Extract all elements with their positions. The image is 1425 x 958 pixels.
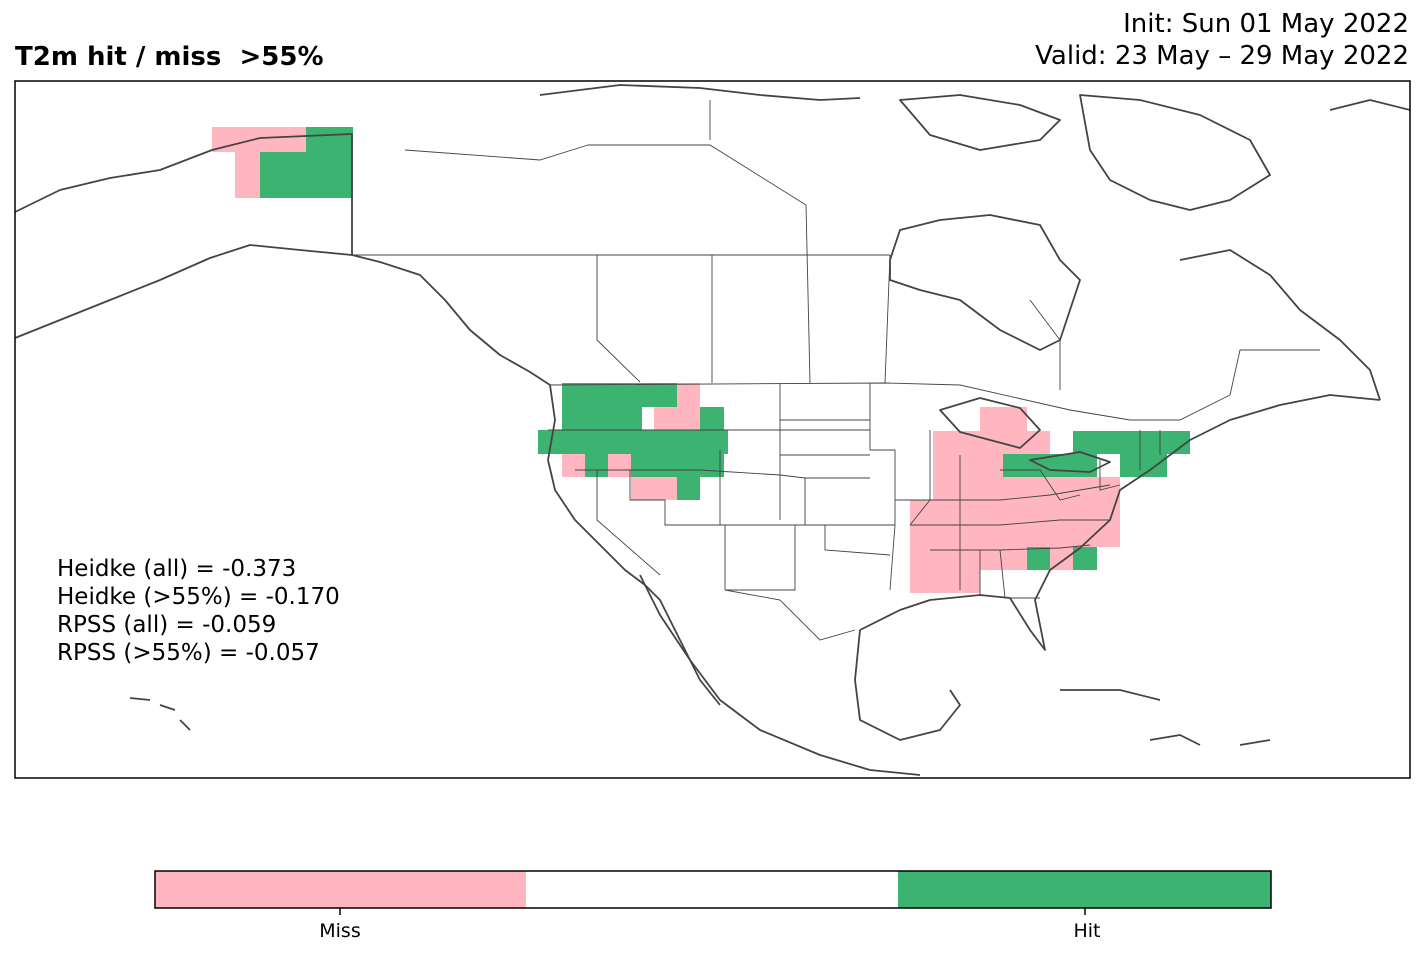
colorbar-neutral-segment [526,871,898,908]
init-date: Init: Sun 01 May 2022 [1123,9,1409,39]
hit-miss-cells [212,127,1190,593]
rpss-all: RPSS (all) = -0.059 [57,612,277,638]
colorbar-label-hit: Hit [1073,920,1101,942]
forecast-dates: Init: Sun 01 May 2022 Valid: 23 May – 29… [1035,8,1409,72]
colorbar-frame [154,870,1272,909]
heidke-55: Heidke (>55%) = -0.170 [57,584,340,610]
borders [352,100,1320,641]
valid-period: Valid: 23 May – 29 May 2022 [1035,41,1409,71]
colorbar-label-miss: Miss [319,920,361,942]
map-title: T2m hit / miss >55% [15,42,324,72]
colorbar-miss-segment [155,871,526,908]
colorbar-hit-segment [898,871,1271,908]
heidke-all: Heidke (all) = -0.373 [57,556,297,582]
map-frame [14,80,1411,779]
rpss-55: RPSS (>55%) = -0.057 [57,640,320,666]
colorbar [154,870,1272,915]
skill-scores: Heidke (all) = -0.373 Heidke (>55%) = -0… [57,555,340,667]
